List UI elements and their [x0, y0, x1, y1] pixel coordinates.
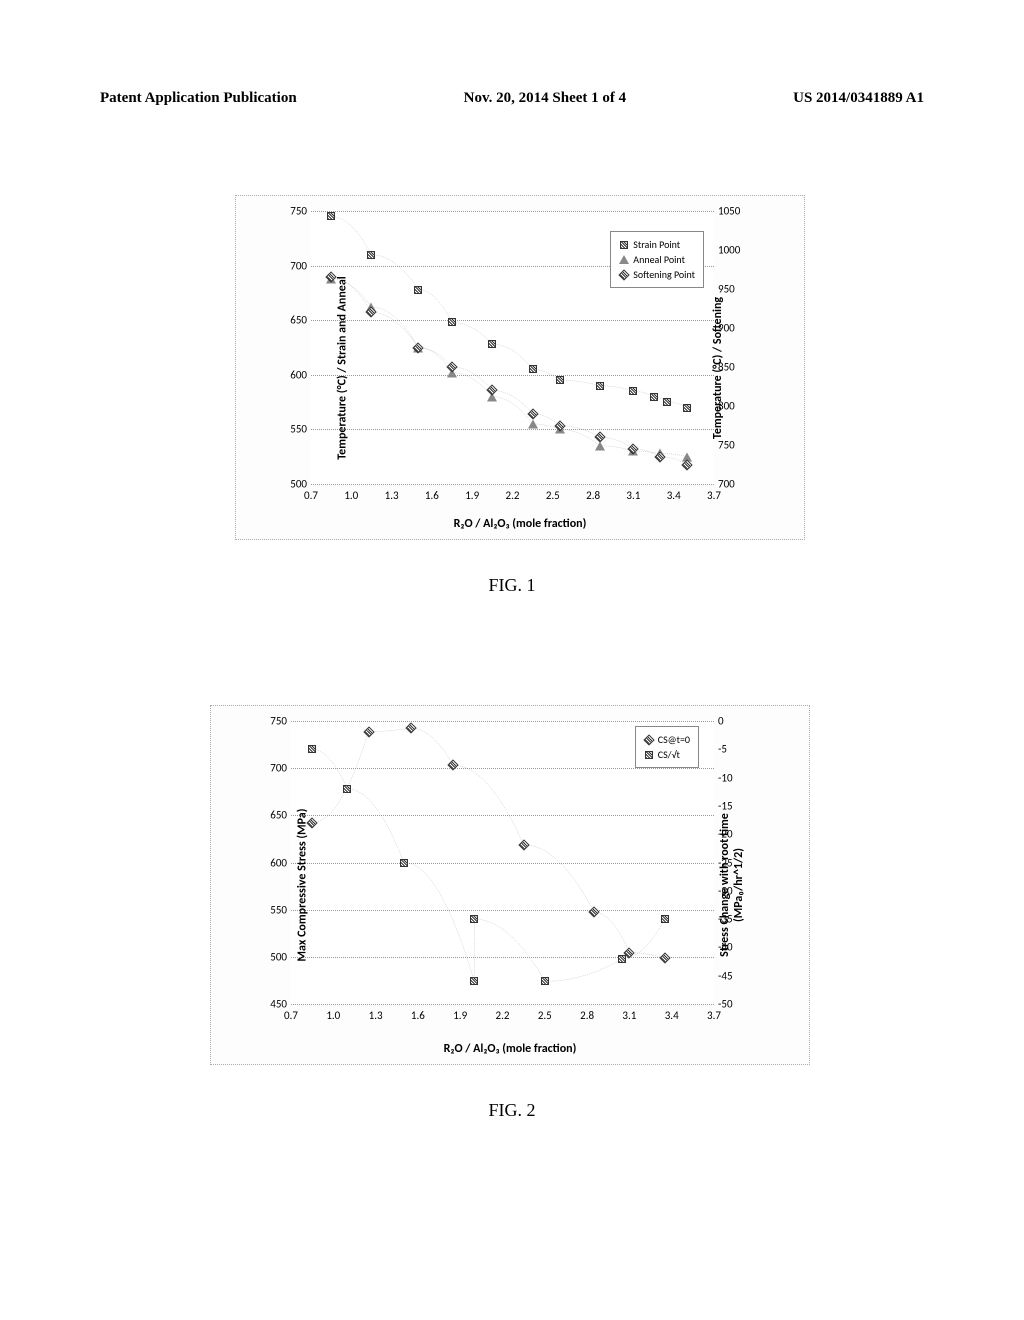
series_strain-point	[556, 376, 564, 384]
series_cs-point	[625, 949, 633, 957]
legend-fig2: CS@t=0 CS/√t	[635, 726, 699, 768]
legend-fig1: Strain Point Anneal Point Softening Poin…	[610, 231, 704, 288]
legend-item-csrt: CS/√t	[644, 748, 690, 761]
series_csrt-point	[308, 745, 316, 753]
fig2-x-axis-label: R₂O / Al₂O₃ (mole fraction)	[211, 1042, 809, 1056]
figure-1: 5005506006507007507007508008509009501000…	[235, 195, 805, 540]
series_strain-point	[488, 340, 496, 348]
header-center: Nov. 20, 2014 Sheet 1 of 4	[464, 90, 627, 107]
series_softening-point	[327, 273, 335, 281]
series_csrt-point	[470, 977, 478, 985]
series_anneal-point	[528, 419, 538, 428]
series_strain-point	[414, 286, 422, 294]
series_strain-point	[448, 318, 456, 326]
series_softening-point	[683, 461, 691, 469]
series_softening-point	[367, 308, 375, 316]
series_softening-point	[414, 344, 422, 352]
fig1-y-axis-label-right: Temperature (°C) / Softening	[711, 296, 725, 438]
series_cs-point	[365, 728, 373, 736]
legend-item-cs: CS@t=0	[644, 733, 690, 746]
series_strain-point	[663, 398, 671, 406]
figure-2-caption: FIG. 2	[0, 1100, 1024, 1121]
series_csrt-point	[470, 915, 478, 923]
series_cs-point	[661, 954, 669, 962]
series_strain-point	[596, 382, 604, 390]
series_csrt-point	[618, 955, 626, 963]
figure-1-caption: FIG. 1	[0, 575, 1024, 596]
series_cs-point	[407, 724, 415, 732]
series_strain-point	[650, 393, 658, 401]
chart-2-area: 4505005506006507007500-5-10-15-20-25-30-…	[291, 721, 714, 1004]
chart-1-area: 5005506006507007507007508008509009501000…	[311, 211, 714, 484]
series_softening-point	[488, 386, 496, 394]
fig1-y-axis-label-left: Temperature (°C) / Strain and Anneal	[336, 276, 350, 459]
legend-item-strain: Strain Point	[619, 238, 695, 251]
series_softening-point	[656, 453, 664, 461]
figure-2: 4505005506006507007500-5-10-15-20-25-30-…	[210, 705, 810, 1065]
series_strain-point	[367, 251, 375, 259]
series_csrt-point	[343, 785, 351, 793]
series_cs-point	[449, 761, 457, 769]
series_cs-point	[520, 841, 528, 849]
series_csrt-point	[400, 859, 408, 867]
fig2-y-axis-label-right: Stress Change with root time (MPa₀/hr^1/…	[718, 813, 746, 957]
legend-item-anneal: Anneal Point	[619, 253, 695, 266]
legend-item-softening: Softening Point	[619, 268, 695, 281]
series_softening-point	[629, 445, 637, 453]
series_softening-point	[596, 433, 604, 441]
series_csrt-point	[541, 977, 549, 985]
series_softening-point	[529, 410, 537, 418]
series_strain-point	[327, 212, 335, 220]
fig2-y-axis-label-left: Max Compressive Stress (MPa)	[295, 809, 309, 962]
series_strain-point	[629, 387, 637, 395]
header-left: Patent Application Publication	[100, 90, 297, 107]
series_softening-point	[448, 363, 456, 371]
series_softening-point	[556, 422, 564, 430]
series_strain-point	[529, 365, 537, 373]
page-header: Patent Application Publication Nov. 20, …	[100, 90, 924, 107]
header-right: US 2014/0341889 A1	[793, 90, 924, 107]
series_cs-point	[590, 908, 598, 916]
fig1-x-axis-label: R₂O / Al₂O₃ (mole fraction)	[236, 517, 804, 531]
series_strain-point	[683, 404, 691, 412]
series_csrt-point	[661, 915, 669, 923]
